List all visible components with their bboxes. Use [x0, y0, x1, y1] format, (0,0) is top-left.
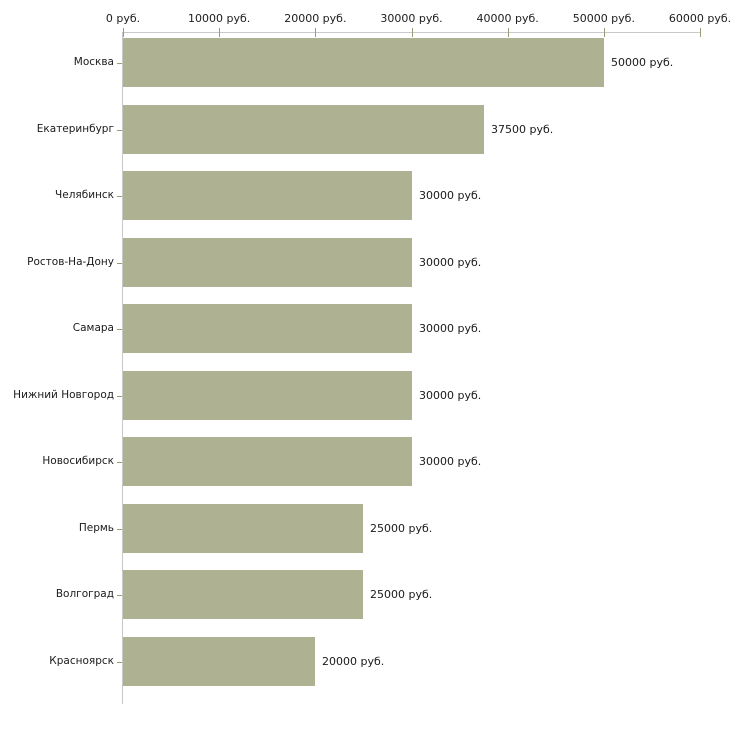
bar-value-label: 25000 руб.	[370, 587, 433, 601]
category-label: Красноярск	[49, 654, 114, 667]
x-tick-label: 50000 руб.	[572, 12, 635, 25]
y-tick-mark	[117, 462, 122, 463]
bar	[123, 304, 412, 353]
bar-value-label: 50000 руб.	[611, 55, 674, 69]
bar-value-label: 30000 руб.	[419, 188, 482, 202]
x-tick-mark	[700, 28, 701, 37]
bar	[123, 371, 412, 420]
bar	[123, 437, 412, 486]
category-label: Новосибирск	[42, 454, 114, 467]
category-label: Волгоград	[55, 587, 114, 600]
y-tick-mark	[117, 662, 122, 663]
x-tick-mark	[411, 28, 413, 37]
x-axis-line	[122, 32, 700, 33]
category-label: Москва	[73, 55, 114, 68]
y-axis-line	[122, 32, 123, 704]
y-tick-mark	[117, 130, 122, 131]
y-tick-mark	[117, 263, 122, 264]
bar-value-label: 20000 руб.	[322, 654, 385, 668]
x-tick-label: 20000 руб.	[284, 12, 347, 25]
x-tick-label: 10000 руб.	[188, 12, 251, 25]
bar	[123, 504, 363, 553]
x-tick-label: 30000 руб.	[380, 12, 443, 25]
bar	[123, 570, 363, 619]
x-tick-label: 60000 руб.	[668, 12, 730, 25]
bar-value-label: 30000 руб.	[419, 454, 482, 468]
bar	[123, 105, 484, 154]
category-label: Екатеринбург	[36, 122, 114, 135]
bar	[123, 238, 412, 287]
bar	[123, 38, 604, 87]
y-tick-mark	[117, 63, 122, 64]
x-tick-label: 40000 руб.	[476, 12, 539, 25]
category-label: Челябинск	[55, 188, 114, 201]
category-label: Пермь	[78, 521, 114, 534]
x-tick-label: 0 руб.	[105, 12, 141, 25]
bar-value-label: 25000 руб.	[370, 521, 433, 535]
x-tick-mark	[219, 28, 221, 37]
category-label: Ростов-На-Дону	[27, 255, 114, 268]
category-label: Нижний Новгород	[13, 388, 114, 401]
bar	[123, 637, 315, 686]
y-tick-mark	[117, 196, 122, 197]
x-tick-mark	[315, 28, 317, 37]
y-tick-mark	[117, 329, 122, 330]
bar-value-label: 30000 руб.	[419, 321, 482, 335]
x-tick-mark	[603, 28, 605, 37]
bar	[123, 171, 412, 220]
x-tick-mark	[507, 28, 509, 37]
bar-value-label: 30000 руб.	[419, 255, 482, 269]
y-tick-mark	[117, 396, 122, 397]
bar-value-label: 30000 руб.	[419, 388, 482, 402]
category-label: Самара	[72, 321, 114, 334]
y-tick-mark	[117, 595, 122, 596]
y-tick-mark	[117, 529, 122, 530]
x-tick-mark	[123, 28, 124, 37]
bar-value-label: 37500 руб.	[491, 122, 554, 136]
